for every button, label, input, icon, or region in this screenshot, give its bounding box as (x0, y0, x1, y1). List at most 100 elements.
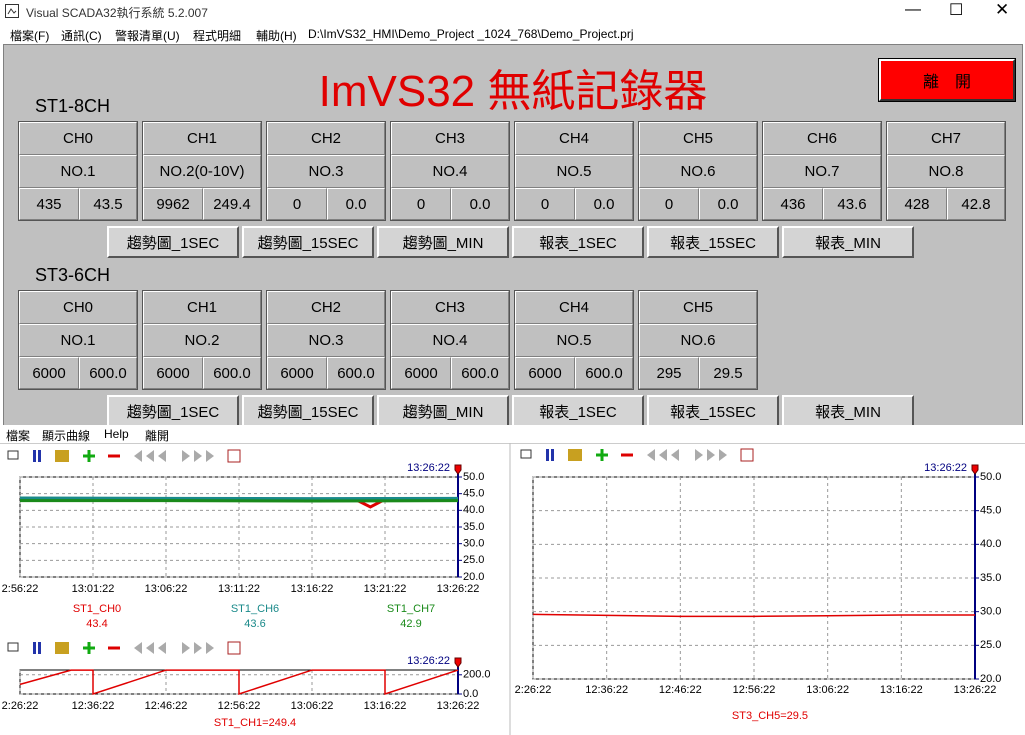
channel-raw: 428 (887, 188, 947, 220)
menu-item[interactable]: 檔案(F) (10, 29, 50, 43)
channel-value: 600.0 (575, 357, 633, 389)
legend-value: 43.4 (86, 618, 107, 630)
tool-icon (7, 642, 19, 652)
y-tick-label: 35.0 (463, 521, 484, 533)
menu-item[interactable]: 程式明細 (193, 29, 242, 43)
channel-value: 600.0 (451, 357, 509, 389)
channel-value: 600.0 (327, 357, 385, 389)
report-button[interactable]: 報表_1SEC (512, 226, 644, 258)
channel-name: CH1 (143, 122, 261, 155)
channel-raw: 6000 (515, 357, 575, 389)
channel-value: 0.0 (699, 188, 757, 220)
legend-value: 42.9 (400, 618, 421, 630)
y-tick-label: 30.0 (980, 606, 1001, 618)
trend-menu-item[interactable]: 離開 (145, 429, 170, 443)
y-tick-label: 20.0 (980, 673, 1001, 685)
window-title: Visual SCADA32執行系統 5.2.007 (26, 6, 208, 20)
x-tick-label: 13:21:22 (364, 583, 407, 595)
channel-value: 0.0 (327, 188, 385, 220)
tool-icon (158, 642, 166, 654)
x-tick-label: 13:06:22 (145, 583, 188, 595)
y-tick-label: 25.0 (463, 554, 484, 566)
channel-raw: 9962 (143, 188, 203, 220)
channel-label: NO.5 (515, 155, 633, 188)
close[interactable]: ✕ (995, 0, 1010, 19)
channel-name: CH4 (515, 122, 633, 155)
report-button[interactable]: 報表_1SEC (512, 395, 644, 426)
channel-box: CH1 NO.2(0-10V) 9962 249.4 (142, 121, 262, 221)
tool-icon (647, 449, 655, 461)
channel-value: 43.5 (79, 188, 137, 220)
report-button[interactable]: 報表_MIN (782, 226, 914, 258)
tool-icon (227, 449, 241, 463)
tool-icon (520, 449, 532, 459)
channel-box: CH6 NO.7 436 43.6 (762, 121, 882, 221)
report-button[interactable]: 趨勢圖_15SEC (242, 395, 374, 426)
channel-raw: 6000 (391, 357, 451, 389)
x-tick-label: 2:56:22 (2, 583, 39, 595)
legend-name: ST1_CH6 (231, 603, 279, 615)
y-tick-label: 45.0 (980, 505, 1001, 517)
report-button[interactable]: 報表_MIN (782, 395, 914, 426)
trend-menu-item[interactable]: 檔案 (6, 429, 31, 443)
y-tick-label: 20.0 (463, 571, 484, 583)
y-tick-label: 30.0 (463, 538, 484, 550)
channel-name: CH2 (267, 291, 385, 324)
tool-icon (194, 450, 202, 462)
channel-value: 0.0 (575, 188, 633, 220)
channel-box: CH1 NO.2 6000 600.0 (142, 290, 262, 390)
menu-item[interactable]: 通訊(C) (61, 29, 102, 43)
channel-label: NO.1 (19, 155, 137, 188)
channel-box: CH4 NO.5 6000 600.0 (514, 290, 634, 390)
x-tick-label: 13:16:22 (291, 583, 334, 595)
tool-icon (206, 642, 214, 654)
menu-item[interactable]: 輔助(H) (256, 29, 297, 43)
tool-icon (671, 449, 679, 461)
report-button[interactable]: 趨勢圖_MIN (377, 226, 509, 258)
channel-box: CH3 NO.4 6000 600.0 (390, 290, 510, 390)
y-tick-label: 35.0 (980, 572, 1001, 584)
channel-raw: 0 (515, 188, 575, 220)
y-tick-label: 0.0 (463, 688, 478, 700)
channel-label: NO.1 (19, 324, 137, 357)
trend-line (19, 669, 459, 696)
report-button[interactable]: 報表_15SEC (647, 226, 779, 258)
menu-item[interactable]: 警報清單(U) (115, 29, 180, 43)
channel-name: CH3 (391, 291, 509, 324)
tool-icon (182, 450, 190, 462)
x-tick-label: 13:26:22 (954, 684, 997, 696)
menu-bar: 檔案(F) 通訊(C) 警報清單(U) 程式明細 輔助(H) D:\ImVS32_HMI\… (0, 22, 1025, 44)
cursor-marker (454, 464, 462, 475)
tool-icon (55, 642, 69, 654)
trend-menu-item[interactable]: 顯示曲線 (42, 429, 91, 443)
exit-button[interactable]: 離 開 (878, 58, 1016, 102)
cursor-marker (971, 464, 979, 475)
report-button[interactable]: 趨勢圖_1SEC (107, 226, 239, 258)
channel-value: 600.0 (203, 357, 261, 389)
station-name: ST3-6CH (35, 265, 111, 285)
x-tick-label: 12:36:22 (585, 684, 628, 696)
minimize[interactable]: — (905, 1, 921, 18)
maximize[interactable]: ☐ (949, 2, 964, 19)
channel-box: CH5 NO.6 295 29.5 (638, 290, 758, 390)
tool-icon (38, 642, 41, 654)
report-button[interactable]: 報表_15SEC (647, 395, 779, 426)
y-tick-label: 50.0 (980, 471, 1001, 483)
channel-raw: 0 (391, 188, 451, 220)
tool-icon (568, 449, 582, 461)
report-button[interactable]: 趨勢圖_15SEC (242, 226, 374, 258)
channel-value: 29.5 (699, 357, 757, 389)
tool-icon (83, 642, 95, 654)
tool-icon (134, 642, 142, 654)
trend-menu-item[interactable]: Help (104, 427, 129, 441)
channel-raw: 295 (639, 357, 699, 389)
project-path: D:\ImVS32_HMI\Demo_Project _1024_768\Dem… (308, 27, 634, 41)
report-button[interactable]: 趨勢圖_1SEC (107, 395, 239, 426)
x-tick-label: 2:26:22 (515, 684, 552, 696)
channel-value: 43.6 (823, 188, 881, 220)
x-tick-label: 13:16:22 (364, 700, 407, 712)
tool-icon (55, 450, 69, 462)
tool-icon (551, 449, 554, 461)
